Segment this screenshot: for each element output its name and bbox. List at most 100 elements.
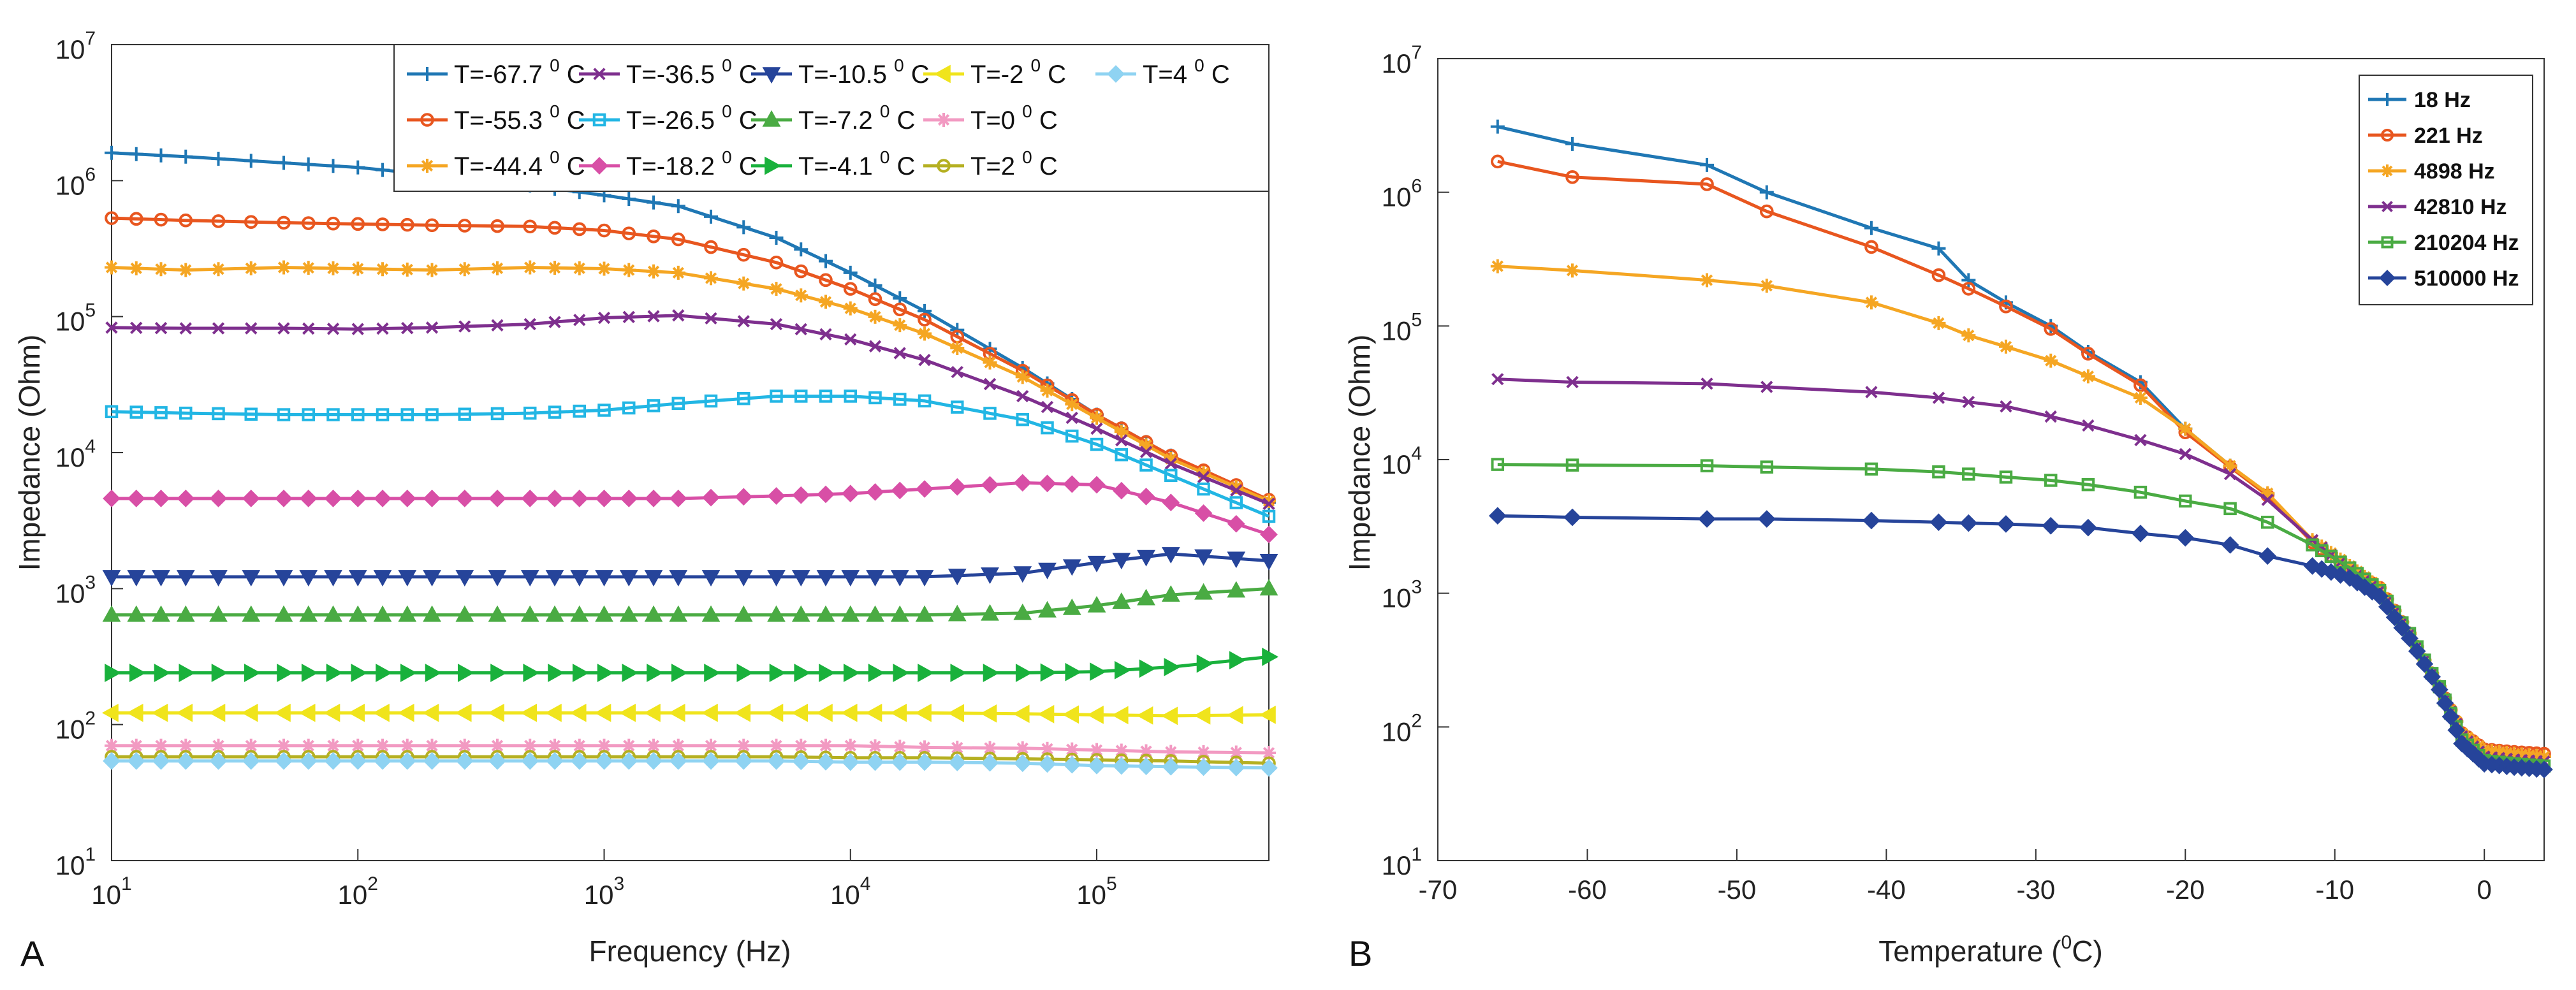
data-point-b [2484,744,2499,759]
x-tick-label-b: -50 [1718,875,1757,905]
panel-label-b: B [1349,933,1372,973]
data-point-a [704,394,718,408]
legend-b: 18 Hz 221 Hz 4898 Hz 42810 Hz 210204 Hz 51000… [2359,75,2533,305]
data-point-b [2431,681,2448,699]
data-point-a [548,316,561,328]
data-point-a [819,664,836,682]
series-a-4 [105,389,1276,523]
data-point-a [127,490,145,507]
data-point-a [1040,741,1055,756]
data-point-a [351,323,364,335]
data-point-b [1700,157,1715,172]
data-point-b [2365,575,2380,590]
data-point-a [351,217,365,231]
x-axis-label-b-start: Temperature ( [1878,935,2061,968]
data-point-a [1227,514,1245,533]
data-point-a [1038,474,1057,493]
data-point-a [1015,370,1030,384]
data-point-a [1038,755,1057,773]
legend-label-a: T=-36.5 0 C [626,55,757,89]
data-point-a [843,301,858,316]
data-point-a [671,199,685,214]
y-tick-label-b: 101 [1382,844,1422,880]
data-point-a [792,486,810,504]
series-markers-a-4 [105,389,1276,523]
data-point-a [242,605,261,622]
data-point-a [1062,598,1081,615]
legend-entry-b: 4898 Hz [2368,159,2495,184]
legend-label-a: T=2 0 C [970,147,1058,180]
data-point-a [101,703,119,722]
data-point-a [1262,509,1276,523]
data-point-a [277,664,294,682]
data-point-a [647,229,661,244]
data-point-a [301,738,316,753]
y-tick-label-b: 104 [1382,443,1422,479]
data-point-a [245,322,258,335]
data-point-a [1194,706,1211,725]
data-point-a [1161,585,1180,602]
legend-marker-a [1107,65,1125,83]
chart-panel-b: -70 -60 -50 -40 -30 -20 -10 0 10110210310410510… [1343,42,2553,973]
data-point-a [1063,475,1081,493]
legend-entry-a: T=-44.4 0 C [407,147,585,180]
data-point-b [1565,458,1579,472]
data-point-a [619,703,636,722]
data-point-a [211,152,226,166]
data-point-a [103,752,121,770]
data-point-a [176,570,195,587]
data-point-a [129,212,143,226]
y-tick-label-b: 106 [1382,176,1422,212]
data-point-a [951,400,964,414]
x-axis-label-b: Temperature (0C) [1878,932,2103,968]
data-point-a [843,738,858,753]
data-point-b [1931,316,1946,330]
y-tick-label-a: 105 [55,300,96,337]
data-point-a [276,260,291,275]
data-point-a [521,490,539,507]
data-point-a [326,408,340,421]
data-point-b [1491,373,1504,386]
data-point-a [791,605,810,622]
data-point-a [918,664,935,682]
legend-box-b [2359,75,2533,305]
data-point-a [348,605,367,622]
data-point-a [1013,754,1032,773]
data-point-b [2333,552,2348,567]
data-point-a [105,321,118,334]
y-tick-label-b: 103 [1382,577,1422,613]
data-point-a [620,490,638,507]
data-point-b [1999,299,2013,314]
data-point-a [455,605,474,622]
data-point-a [704,240,718,254]
y-tick-exp-a: 7 [85,28,96,49]
data-point-b [1565,263,1580,278]
data-point-a [704,271,719,286]
data-point-a [981,604,999,621]
legend-label-a: T=-4.1 0 C [798,147,915,180]
data-point-a [126,703,143,722]
data-point-b [1931,241,1946,256]
data-point-a [1161,547,1180,564]
data-point-b [2134,433,2147,447]
data-point-a [130,321,143,334]
x-tick-exp-a: 2 [367,873,378,894]
data-point-a [1139,458,1153,472]
series-markers-a-12 [103,752,1278,777]
x-tick-label-b: -70 [1419,875,1458,905]
data-point-b [2357,569,2372,584]
data-point-a [324,570,342,587]
data-point-a [737,315,750,328]
data-point-a [488,605,507,622]
data-point-a [770,389,783,403]
data-point-a [868,664,885,682]
data-point-a [841,484,860,503]
data-point-a [520,570,539,587]
data-point-b [2178,421,2193,436]
data-point-b [1760,381,1773,393]
data-point-a [794,288,809,303]
legend-entry-a: T=-36.5 0 C [579,55,757,89]
data-point-a [866,753,884,771]
data-point-b [1961,328,1976,343]
data-point-a [490,407,504,421]
